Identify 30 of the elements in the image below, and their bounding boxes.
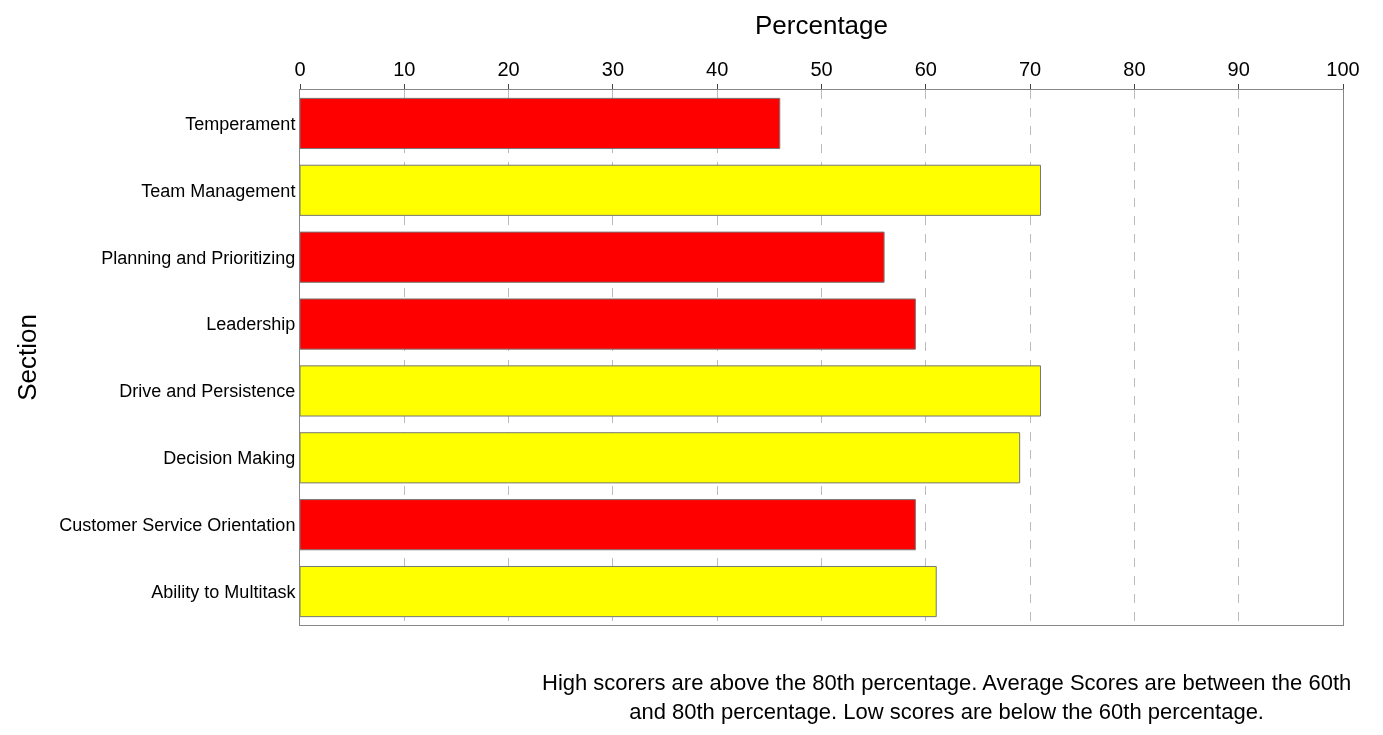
y-axis-title: Section xyxy=(11,314,42,401)
y-tick-label: Planning and Prioritizing xyxy=(101,247,296,268)
x-tick-label: 50 xyxy=(810,58,833,80)
bar xyxy=(300,432,1021,484)
y-tick-label: Customer Service Orientation xyxy=(59,514,296,535)
y-tick-label: Drive and Persistence xyxy=(119,381,296,402)
x-axis-title: Percentage xyxy=(755,10,888,41)
bar xyxy=(300,499,916,551)
bar xyxy=(300,298,916,350)
x-tick-label: 100 xyxy=(1326,58,1360,80)
bar xyxy=(300,97,781,150)
y-tick-label: Ability to Multitask xyxy=(151,581,297,602)
y-tick-label: Temperament xyxy=(185,113,296,134)
bar xyxy=(300,164,1042,216)
text: High scorers are above the 80th percentage. Average Scores are between the 60th and 80th percentage. Low scores are below the 60th percentage. xyxy=(542,670,1352,724)
bar xyxy=(300,365,1042,417)
y-tick-label: Leadership xyxy=(206,314,296,335)
x-tick-label: 20 xyxy=(497,58,520,80)
x-tick-label: 90 xyxy=(1227,58,1250,80)
y-tick-label: Decision Making xyxy=(163,448,296,469)
x-tick-label: 60 xyxy=(914,58,937,80)
x-tick-label: 80 xyxy=(1123,58,1146,80)
x-tick-label: 0 xyxy=(294,58,306,80)
x-tick-label: 30 xyxy=(601,58,625,80)
y-tick-label: Team Management xyxy=(141,180,296,201)
x-tick-label: 10 xyxy=(393,58,416,80)
x-tick-label: 70 xyxy=(1018,58,1042,80)
bar xyxy=(300,231,885,283)
bar xyxy=(300,565,937,618)
x-tick-label: 40 xyxy=(706,58,729,80)
